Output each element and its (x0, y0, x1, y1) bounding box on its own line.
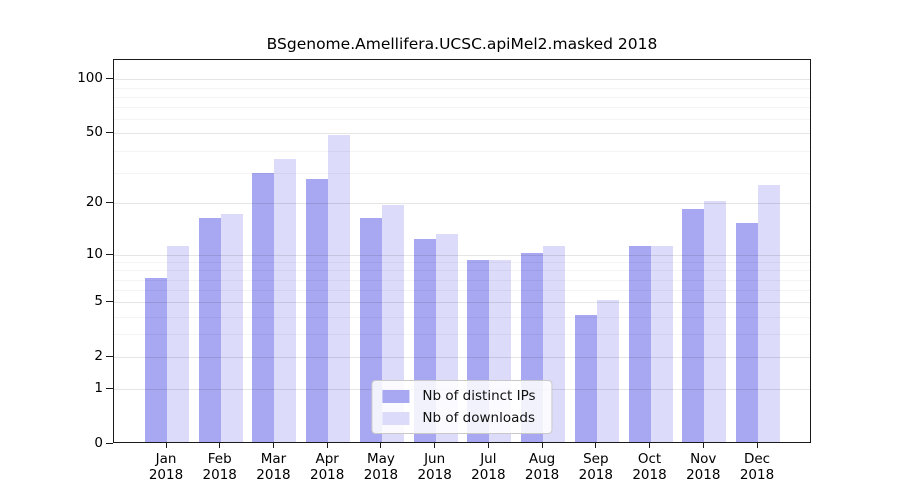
x-tick-mark (541, 443, 543, 448)
x-label-year: 2018 (363, 467, 399, 483)
x-label-year: 2018 (739, 467, 775, 483)
legend: Nb of distinct IPs Nb of downloads (371, 380, 553, 434)
legend-swatch-downloads (382, 411, 410, 425)
bar-downloads (596, 300, 619, 442)
x-axis-tick-label: Mar 2018 (241, 451, 305, 483)
x-label-month: May (366, 451, 395, 467)
x-tick-mark (219, 443, 221, 448)
y-axis-tick-label: 5 (94, 293, 103, 310)
x-label-year: 2018 (578, 467, 613, 483)
y-axis-tick-label: 100 (77, 70, 103, 87)
y-tick-mark (106, 388, 113, 390)
x-tick-mark (326, 443, 328, 448)
x-label-month: Aug (528, 451, 556, 467)
plot-area: Nb of distinct IPs Nb of downloads (113, 59, 811, 443)
x-tick-mark (756, 443, 758, 448)
x-axis-tick-label: Aug 2018 (510, 451, 574, 483)
x-label-year: 2018 (309, 467, 345, 483)
x-tick-mark (595, 443, 597, 448)
x-label-year: 2018 (686, 467, 721, 483)
y-tick-mark (106, 202, 113, 204)
bar-distinct-ips (145, 277, 167, 442)
x-axis-tick-label: Jun 2018 (403, 451, 467, 483)
y-tick-mark (106, 443, 113, 444)
bar-distinct-ips (198, 218, 221, 442)
x-tick-mark (380, 443, 382, 448)
bar-distinct-ips (628, 245, 651, 442)
bar-distinct-ips (736, 222, 758, 442)
x-label-month: Jun (424, 451, 446, 467)
x-label-month: Jan (155, 451, 177, 467)
x-label-month: Dec (743, 451, 771, 467)
bar-downloads (328, 134, 351, 442)
x-label-year: 2018 (524, 467, 560, 483)
bar-distinct-ips (574, 314, 597, 442)
y-tick-mark (106, 301, 113, 303)
x-label-year: 2018 (202, 467, 237, 483)
y-axis-tick-label: 20 (85, 194, 103, 211)
y-axis-tick-label: 1 (94, 380, 103, 397)
x-label-month: Nov (690, 451, 717, 467)
chart-title: BSgenome.Amellifera.UCSC.apiMel2.masked … (266, 35, 658, 53)
x-label-month: Sep (583, 451, 609, 467)
x-label-year: 2018 (471, 467, 506, 483)
x-axis-tick-label: May 2018 (349, 451, 413, 483)
bar-downloads (220, 213, 243, 442)
bar-downloads (758, 184, 780, 442)
x-tick-mark (272, 443, 274, 448)
x-axis-tick-label: Jul 2018 (456, 451, 520, 483)
x-label-month: Apr (315, 451, 339, 467)
x-label-month: Mar (260, 451, 287, 467)
y-axis-tick-label: 0 (94, 435, 103, 451)
legend-item-distinct-ips: Nb of distinct IPs (382, 388, 536, 404)
bar-distinct-ips (682, 209, 705, 442)
x-axis-tick-label: Jan 2018 (134, 451, 198, 483)
y-axis-tick-label: 10 (85, 245, 103, 262)
x-tick-mark (649, 443, 651, 448)
x-label-year: 2018 (632, 467, 667, 483)
x-axis-tick-label: Oct 2018 (618, 451, 682, 483)
x-label-year: 2018 (256, 467, 291, 483)
y-tick-mark (106, 78, 113, 80)
x-label-year: 2018 (148, 467, 184, 483)
bar-downloads (274, 158, 297, 442)
x-label-month: Jul (480, 451, 497, 467)
legend-label-distinct-ips: Nb of distinct IPs (422, 388, 536, 404)
x-label-month: Feb (207, 451, 232, 467)
x-axis-tick-label: Sep 2018 (564, 451, 628, 483)
legend-swatch-distinct-ips (382, 389, 410, 403)
bar-downloads (650, 245, 673, 442)
legend-label-downloads: Nb of downloads (422, 410, 535, 426)
x-axis-tick-label: Dec 2018 (725, 451, 789, 483)
y-tick-mark (106, 356, 113, 358)
x-tick-mark (487, 443, 489, 448)
x-axis-tick-label: Nov 2018 (671, 451, 735, 483)
y-axis-tick-label: 2 (94, 348, 103, 365)
x-tick-mark (702, 443, 704, 448)
x-axis-tick-label: Apr 2018 (295, 451, 359, 483)
y-tick-mark (106, 253, 113, 255)
x-tick-mark (434, 443, 436, 448)
y-tick-mark (106, 132, 113, 134)
x-tick-mark (165, 443, 167, 448)
y-axis-tick-label: 50 (85, 124, 103, 141)
bar-downloads (704, 201, 727, 442)
legend-item-downloads: Nb of downloads (382, 410, 535, 426)
bar-downloads (167, 245, 189, 442)
x-axis-tick-label: Feb 2018 (188, 451, 252, 483)
bar-distinct-ips (252, 173, 275, 442)
x-label-month: Oct (637, 451, 662, 467)
x-label-year: 2018 (417, 467, 452, 483)
bar-distinct-ips (306, 178, 329, 442)
